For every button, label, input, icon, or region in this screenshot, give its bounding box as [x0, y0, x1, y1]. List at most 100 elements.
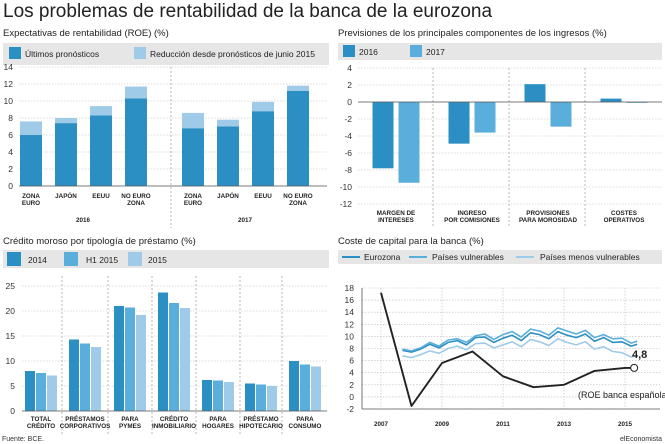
npl-bar [213, 380, 223, 411]
components-category-label: COSTES OPERATIVOS [604, 210, 645, 224]
components-title: Previsiones de los principales component… [338, 28, 607, 39]
npl-tick-label: 0 [10, 406, 15, 416]
coc-tick-label: 4 [349, 368, 354, 378]
roe-category-label: EEUU [92, 193, 110, 200]
coc-tick-label: 6 [349, 356, 354, 366]
roe-bar-latest [90, 115, 112, 186]
coc-legend-label: Países vulnerables [432, 252, 504, 262]
roe-tick-label: 0 [8, 181, 13, 191]
roe-bar-latest [55, 123, 77, 186]
chart-cost-of-capital: Coste de capital para la banca (%) Eurozo… [338, 236, 665, 428]
coc-legend-band [338, 250, 662, 264]
roe-category-label: JAPÓN [217, 191, 239, 200]
coc-x-tick-label: 2009 [435, 421, 450, 428]
credit-note: elEconomista [620, 436, 662, 443]
components-tick-label: 4 [347, 63, 352, 73]
npl-bar [36, 373, 46, 411]
roe-legend-band [3, 43, 329, 65]
npl-bar [125, 307, 135, 411]
coc-tick-label: 0 [349, 392, 354, 402]
npl-tick-label: 15 [6, 331, 16, 341]
components-bar [474, 102, 496, 133]
npl-category-label: PRÉSTAMOS CORPORATIVOS [60, 414, 111, 430]
roe-bar-reduction [55, 118, 77, 124]
coc-tick-label: -2 [346, 404, 354, 414]
components-bar [448, 102, 470, 144]
roe-title: Expectativas de rentabilidad (ROE) (%) [3, 28, 169, 39]
coc-x-tick-label: 2015 [618, 421, 633, 428]
npl-category-label: PRÉSTAMO HIPOTECARIO [239, 414, 283, 430]
components-bar [550, 102, 572, 127]
components-tick-label: -2 [344, 114, 352, 124]
npl-legend-swatch [7, 252, 21, 266]
roe-tick-label: 12 [4, 79, 14, 89]
chart-roe: Expectativas de rentabilidad (ROE) (%) Úl… [3, 28, 329, 228]
roe-bar-latest [217, 126, 239, 186]
components-tick-label: -6 [344, 148, 352, 158]
roe-tick-label: 4 [8, 147, 13, 157]
coc-legend-label: Eurozona [364, 252, 401, 262]
roe-category-label: EEUU [254, 193, 272, 200]
npl-bar [80, 343, 90, 411]
components-category-label: PROVISIONES PARA MOROSIDAD [519, 210, 578, 224]
npl-legend-label: 2014 [28, 255, 47, 265]
npl-bar [256, 384, 266, 411]
npl-bar [47, 375, 57, 411]
components-tick-label: 0 [347, 97, 352, 107]
source-note: Fuente: BCE. [2, 436, 44, 443]
components-legend-swatch [410, 45, 422, 57]
components-category-label: MARGEN DE INTERESES [377, 210, 415, 224]
roe-bar-latest [287, 90, 309, 186]
roe-legend-swatch [9, 47, 21, 59]
coc-legend-label: Países menos vulnerables [540, 252, 640, 262]
npl-category-label: PARA PYMES [119, 416, 141, 430]
coc-series-line [402, 330, 638, 353]
coc-last-value: 4,8 [632, 349, 647, 361]
coc-tick-label: 10 [345, 331, 355, 341]
components-tick-label: -10 [340, 182, 353, 192]
roe-bar-reduction [252, 101, 274, 112]
roe-category-label: NO EURO ZONA [283, 193, 312, 207]
npl-bar [180, 308, 190, 411]
npl-bar [91, 347, 101, 411]
roe-tick-label: 14 [4, 62, 14, 72]
chart-npl: Crédito moroso por tipología de préstamo… [3, 236, 329, 436]
npl-tick-label: 10 [6, 356, 16, 366]
npl-bar [202, 380, 212, 411]
coc-series-line [380, 292, 635, 407]
npl-legend-label: H1 2015 [86, 255, 118, 265]
roe-tick-label: 2 [8, 164, 13, 174]
npl-tick-label: 5 [10, 381, 15, 391]
roe-category-label: ZONA EURO [22, 193, 40, 207]
coc-tick-label: 18 [345, 283, 355, 293]
npl-bar [158, 292, 168, 411]
coc-note: (ROE banca española) [578, 390, 665, 400]
roe-group-label: 2016 [76, 217, 91, 224]
roe-tick-label: 8 [8, 113, 13, 123]
npl-bar [114, 306, 124, 411]
roe-group-label: 2017 [238, 217, 253, 224]
roe-bar-reduction [217, 119, 239, 127]
coc-series-line [402, 337, 638, 359]
npl-legend-label: 2015 [148, 255, 167, 265]
coc-title: Coste de capital para la banca (%) [338, 236, 484, 247]
components-bar [600, 98, 622, 102]
npl-title: Crédito moroso por tipología de préstamo… [3, 236, 196, 247]
components-legend-band [338, 43, 662, 60]
coc-x-tick-label: 2007 [374, 421, 389, 428]
roe-bar-latest [252, 111, 274, 186]
npl-bar [289, 361, 299, 411]
components-legend-label: 2016 [359, 47, 378, 57]
components-category-label: INGRESO POR COMISIONES [444, 210, 500, 224]
npl-bar [169, 303, 179, 411]
coc-x-tick-label: 2013 [557, 421, 572, 428]
roe-bar-latest [20, 135, 42, 186]
components-bar [398, 102, 420, 183]
coc-tick-label: 12 [345, 319, 355, 329]
npl-bar [69, 339, 79, 411]
npl-bar [136, 315, 146, 411]
roe-category-label: NO EURO ZONA [121, 193, 150, 207]
components-bar [524, 84, 546, 102]
components-tick-label: -8 [344, 165, 352, 175]
